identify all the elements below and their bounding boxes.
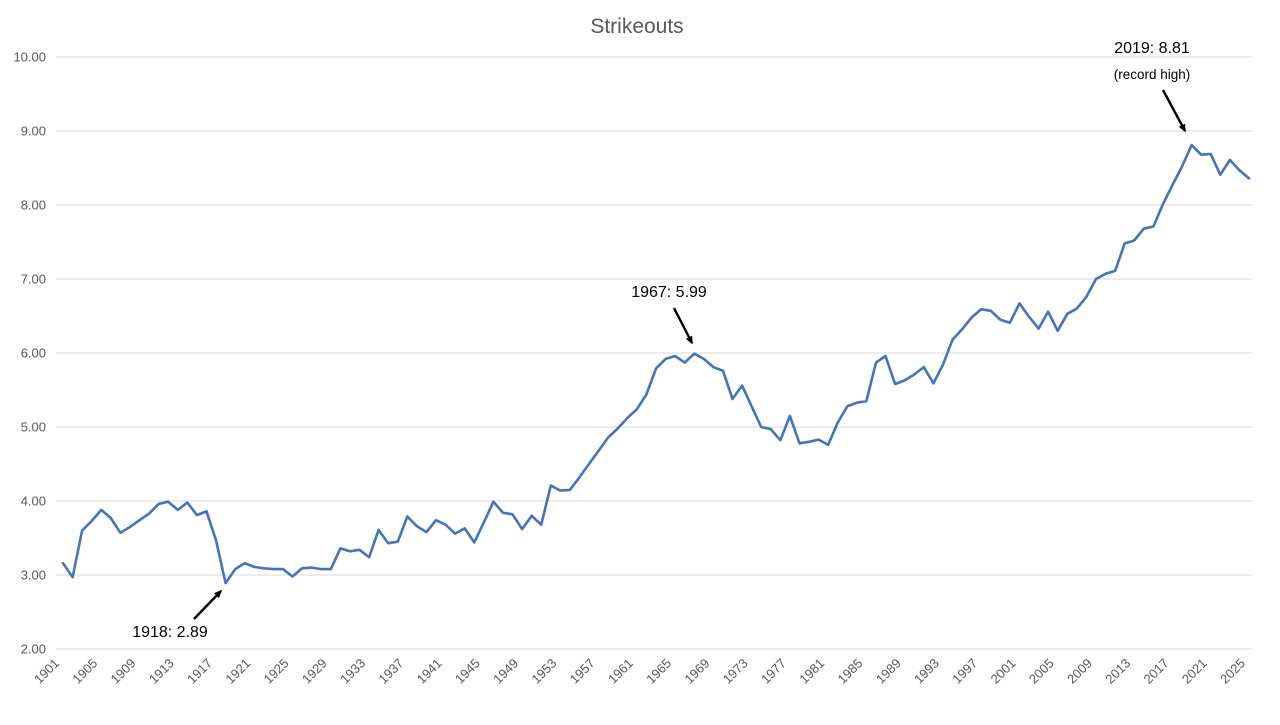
x-tick-2017: 2017 [1141, 656, 1172, 687]
annotation-1918-arrow [193, 589, 223, 620]
y-tick-4.00: 4.00 [21, 494, 46, 509]
y-tick-9.00: 9.00 [21, 124, 46, 139]
x-axis-labels: 1901 1905 1909 1913 1917 1921 1925 1929 1933 1937… [31, 656, 1248, 687]
x-tick-1917: 1917 [184, 656, 215, 687]
x-tick-2025: 2025 [1217, 656, 1248, 687]
x-tick-1937: 1937 [375, 656, 406, 687]
x-tick-1957: 1957 [567, 656, 598, 687]
chart-title: Strikeouts [590, 15, 683, 38]
y-axis-labels: 2.00 3.00 4.00 5.00 6.00 7.00 8.00 9.00 10.00 [13, 50, 46, 657]
x-tick-1905: 1905 [69, 656, 100, 687]
x-tick-1909: 1909 [108, 656, 139, 687]
annotation-1918: 1918: 2.89 [132, 589, 223, 641]
y-tick-2.00: 2.00 [21, 642, 46, 657]
y-tick-10.00: 10.00 [13, 50, 46, 65]
x-tick-1989: 1989 [873, 656, 904, 687]
y-tick-6.00: 6.00 [21, 346, 46, 361]
x-tick-1961: 1961 [605, 656, 636, 687]
annotation-2019-arrow [1161, 89, 1187, 133]
x-tick-1973: 1973 [720, 656, 751, 687]
x-tick-1945: 1945 [452, 656, 483, 687]
x-tick-1965: 1965 [643, 656, 674, 687]
annotation-2019: 2019: 8.81 (record high) [1114, 40, 1191, 133]
annotation-1918-label: 1918: 2.89 [132, 624, 208, 641]
annotation-2019-label: 2019: 8.81 [1114, 40, 1190, 57]
strikeouts-line-series [61, 143, 1251, 585]
y-tick-7.00: 7.00 [21, 272, 46, 287]
x-tick-1929: 1929 [299, 656, 330, 687]
annotation-1967-arrow [672, 307, 694, 345]
x-tick-1997: 1997 [949, 656, 980, 687]
x-tick-1953: 1953 [528, 656, 559, 687]
x-tick-2013: 2013 [1102, 656, 1133, 687]
x-tick-2001: 2001 [988, 656, 1019, 687]
x-tick-1921: 1921 [222, 656, 253, 687]
annotation-1967-label: 1967: 5.99 [631, 284, 707, 301]
x-tick-1993: 1993 [911, 656, 942, 687]
x-tick-1933: 1933 [337, 656, 368, 687]
y-tick-5.00: 5.00 [21, 420, 46, 435]
annotation-2019-note: (record high) [1114, 67, 1191, 82]
x-tick-2005: 2005 [1026, 656, 1057, 687]
y-tick-8.00: 8.00 [21, 198, 46, 213]
x-tick-1985: 1985 [834, 656, 865, 687]
annotation-1967: 1967: 5.99 [631, 284, 707, 345]
x-tick-1969: 1969 [681, 656, 712, 687]
x-tick-2009: 2009 [1064, 656, 1095, 687]
x-tick-1981: 1981 [796, 656, 827, 687]
x-tick-2021: 2021 [1179, 656, 1210, 687]
x-tick-1949: 1949 [490, 656, 521, 687]
x-tick-1977: 1977 [758, 656, 789, 687]
x-tick-1941: 1941 [414, 656, 445, 687]
x-tick-1901: 1901 [31, 656, 62, 687]
x-tick-1925: 1925 [261, 656, 292, 687]
y-tick-3.00: 3.00 [21, 568, 46, 583]
x-tick-1913: 1913 [146, 656, 177, 687]
gridlines [56, 56, 1252, 650]
